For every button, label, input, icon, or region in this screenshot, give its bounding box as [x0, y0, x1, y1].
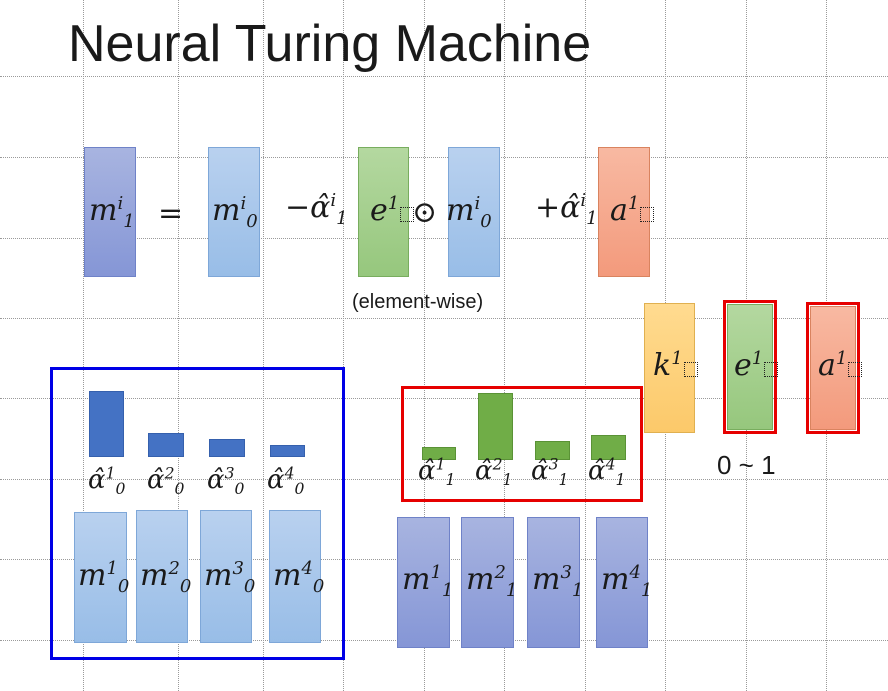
alpha-label-prev-4: α̂40 — [267, 464, 305, 499]
math-plus-alpha: +α̂i1 — [535, 190, 598, 229]
alpha-label-new-4: α̂41 — [588, 455, 626, 490]
equals-sign: = — [158, 196, 184, 231]
attention-bar-prev-2 — [148, 433, 184, 457]
memory-slot-prev-2 — [136, 510, 188, 643]
alpha-label-prev-1: α̂10 — [88, 464, 126, 499]
attention-bar-new-3 — [535, 441, 570, 460]
memory-vector-m0i-second — [448, 147, 500, 277]
math-m0-4: m40 — [273, 558, 325, 597]
math-m1-4: m41 — [601, 562, 653, 601]
memory-slot-prev-1 — [74, 512, 127, 643]
math-m1-2: m21 — [466, 562, 518, 601]
alpha-label-prev-3: α̂30 — [207, 464, 245, 499]
grid-line — [0, 238, 888, 239]
element-wise-note: (element-wise) — [352, 291, 484, 313]
attention-bar-new-2 — [478, 393, 513, 460]
key-vector — [644, 303, 695, 433]
math-a1: a1 — [610, 193, 655, 228]
math-minus-alpha: −α̂i1 — [285, 190, 348, 229]
previous-memory-box — [50, 367, 345, 660]
alpha-label-new-3: α̂31 — [531, 455, 569, 490]
math-m0i-second: mi0 — [446, 193, 492, 232]
add-highlight-box — [806, 302, 860, 434]
erase-vector — [727, 304, 773, 430]
math-m0-3: m30 — [204, 558, 256, 597]
alpha-label-new-2: α̂21 — [475, 455, 513, 490]
math-a1-controller: a1 — [818, 348, 863, 383]
alpha-label-new-1: α̂11 — [418, 455, 456, 490]
math-m1-3: m31 — [532, 562, 584, 601]
memory-slot-new-1 — [397, 517, 450, 648]
math-m0-2: m20 — [140, 558, 192, 597]
grid-line — [178, 0, 179, 691]
grid-line — [263, 0, 264, 691]
attention-bar-new-1 — [422, 447, 456, 460]
math-e1-controller: e1 — [734, 348, 779, 383]
math-m1-1: m11 — [402, 562, 454, 601]
memory-slot-prev-3 — [200, 510, 252, 643]
memory-vector-m1i — [84, 147, 136, 277]
add-vector — [810, 306, 856, 430]
memory-slot-prev-4 — [269, 510, 321, 643]
memory-slot-new-3 — [527, 517, 580, 648]
alpha-label-prev-2: α̂20 — [147, 464, 185, 499]
attention-bar-prev-4 — [270, 445, 305, 457]
grid-line — [585, 0, 586, 691]
odot-symbol: ⊙ — [412, 195, 438, 230]
erase-highlight-box — [723, 300, 777, 434]
attention-bar-prev-3 — [209, 439, 245, 457]
grid-line — [343, 0, 344, 691]
page-title: Neural Turing Machine — [68, 15, 592, 73]
math-k1: k1 — [653, 348, 698, 383]
math-m1i: mi1 — [89, 193, 135, 232]
attention-bar-prev-1 — [89, 391, 124, 457]
memory-slot-new-4 — [596, 517, 648, 648]
math-e1: e1 — [370, 193, 415, 228]
grid-line — [0, 398, 888, 399]
grid-line — [424, 0, 425, 691]
grid-line — [0, 479, 888, 480]
memory-slot-new-2 — [461, 517, 514, 648]
grid-line — [83, 0, 84, 691]
grid-line — [504, 0, 505, 691]
memory-vector-m0i — [208, 147, 260, 277]
range-note: 0 ~ 1 — [717, 450, 776, 480]
grid-line — [0, 318, 888, 319]
new-attention-box — [401, 386, 643, 502]
grid-line — [0, 76, 888, 77]
math-m0i: mi0 — [212, 193, 258, 232]
attention-bar-new-4 — [591, 435, 626, 460]
math-m0-1: m10 — [78, 558, 130, 597]
grid-line — [0, 157, 888, 158]
